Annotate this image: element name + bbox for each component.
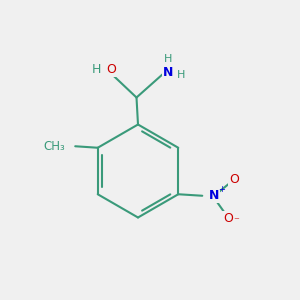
- Text: +: +: [218, 184, 225, 194]
- Text: ⁻: ⁻: [233, 216, 239, 226]
- Text: H: H: [164, 54, 172, 64]
- Text: O: O: [223, 212, 233, 225]
- Text: N: N: [209, 189, 220, 202]
- Text: H: H: [91, 62, 101, 76]
- Text: O: O: [229, 173, 239, 186]
- Text: CH₃: CH₃: [43, 140, 65, 153]
- Text: O: O: [106, 62, 116, 76]
- Text: N: N: [163, 65, 173, 79]
- Text: H: H: [177, 70, 185, 80]
